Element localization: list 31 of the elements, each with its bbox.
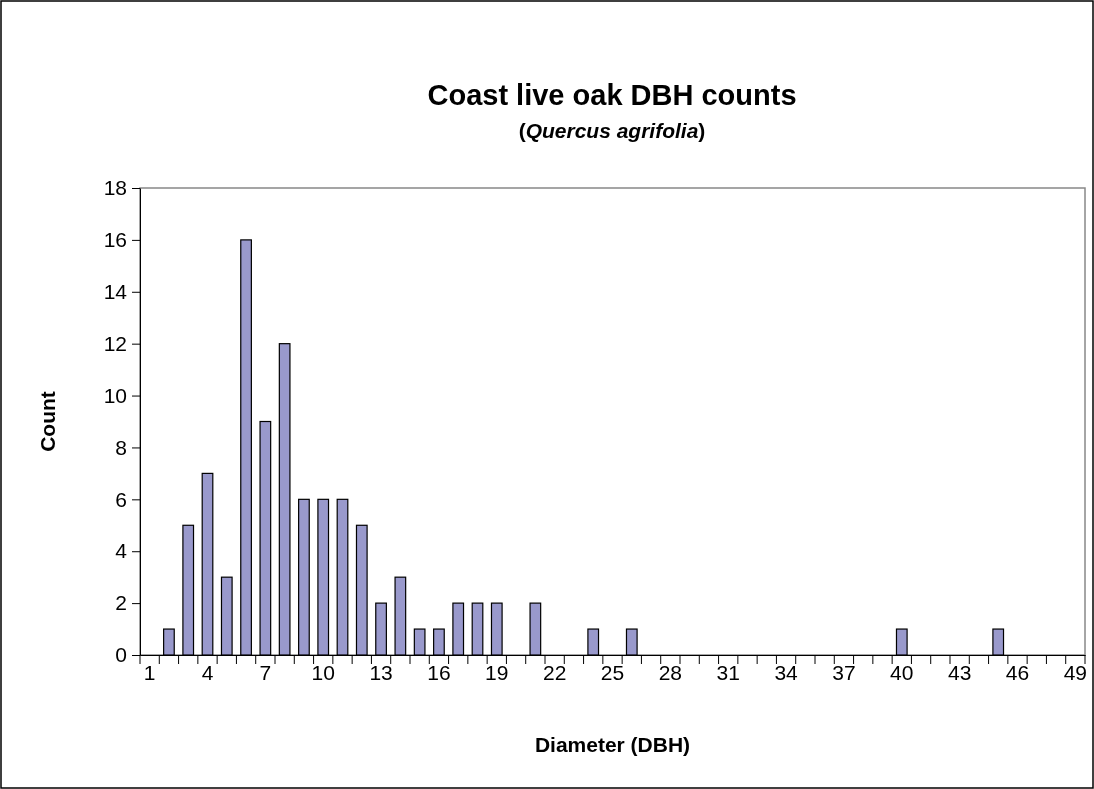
y-tick-label: 4 xyxy=(115,539,128,563)
y-tick-label: 14 xyxy=(103,280,128,303)
x-tick-label: 10 xyxy=(311,661,335,684)
y-tick-label: 18 xyxy=(103,176,127,200)
y-tick-label: 8 xyxy=(115,435,127,459)
x-tick-label: 4 xyxy=(201,661,214,684)
y-tick-label: 6 xyxy=(115,487,127,511)
y-tick-label: 10 xyxy=(103,383,127,407)
x-tick-label: 40 xyxy=(890,661,914,684)
y-axis-title: Count xyxy=(36,391,59,452)
x-tick-label: 7 xyxy=(259,661,272,684)
x-tick-label: 43 xyxy=(947,661,972,684)
x-tick-label: 25 xyxy=(600,661,625,684)
x-tick-label: 34 xyxy=(774,661,799,684)
x-tick-label: 16 xyxy=(427,661,451,684)
x-axis-title: Diameter (DBH) xyxy=(534,733,691,756)
x-tick-label: 46 xyxy=(1005,661,1030,684)
x-tick-label: 31 xyxy=(716,661,740,684)
x-tick-label: 19 xyxy=(485,661,509,684)
chart-title: Coast live oak DBH counts xyxy=(427,79,797,111)
x-tick-label: 49 xyxy=(1063,661,1088,684)
x-tick-label: 37 xyxy=(832,661,856,684)
x-tick-label: 22 xyxy=(542,661,567,684)
x-tick-label: 1 xyxy=(143,661,156,684)
y-tick-label: 0 xyxy=(115,643,127,667)
y-tick-label: 2 xyxy=(115,591,127,615)
x-tick-label: 13 xyxy=(369,661,393,684)
y-tick-label: 12 xyxy=(103,331,127,355)
x-tick-label: 28 xyxy=(658,661,683,684)
y-tick-label: 16 xyxy=(103,228,127,252)
chart-subtitle: (Quercus agrifolia) xyxy=(518,119,706,142)
